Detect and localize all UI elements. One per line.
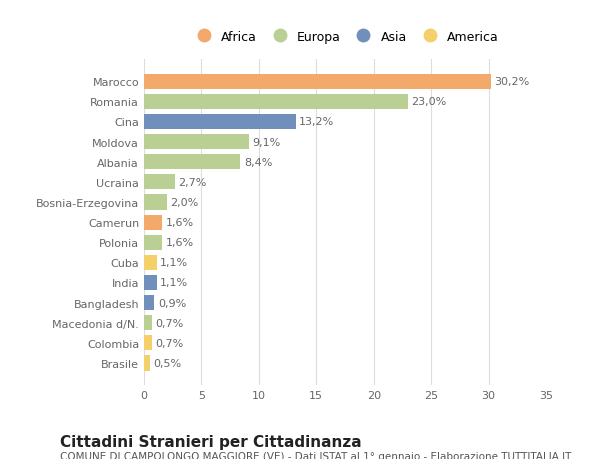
Bar — [144, 296, 154, 310]
Bar — [144, 315, 152, 330]
Bar — [144, 356, 150, 371]
Bar — [144, 275, 157, 291]
Bar — [144, 74, 491, 90]
Text: 0,9%: 0,9% — [158, 298, 186, 308]
Bar — [144, 135, 248, 150]
Text: 0,7%: 0,7% — [155, 318, 184, 328]
Text: 30,2%: 30,2% — [494, 77, 530, 87]
Text: 0,7%: 0,7% — [155, 338, 184, 348]
Text: Cittadini Stranieri per Cittadinanza: Cittadini Stranieri per Cittadinanza — [60, 434, 362, 449]
Bar — [144, 255, 157, 270]
Bar — [144, 155, 241, 170]
Text: 1,6%: 1,6% — [166, 238, 194, 248]
Bar — [144, 235, 163, 250]
Legend: Africa, Europa, Asia, America: Africa, Europa, Asia, America — [187, 27, 503, 47]
Text: 9,1%: 9,1% — [252, 137, 280, 147]
Text: 8,4%: 8,4% — [244, 157, 272, 168]
Bar — [144, 215, 163, 230]
Text: 1,1%: 1,1% — [160, 278, 188, 288]
Bar — [144, 336, 152, 351]
Text: 13,2%: 13,2% — [299, 117, 334, 127]
Text: 1,6%: 1,6% — [166, 218, 194, 228]
Text: 1,1%: 1,1% — [160, 258, 188, 268]
Bar — [144, 95, 408, 110]
Bar — [144, 175, 175, 190]
Bar — [144, 195, 167, 210]
Text: 2,7%: 2,7% — [178, 178, 207, 187]
Text: 23,0%: 23,0% — [412, 97, 447, 107]
Text: 0,5%: 0,5% — [153, 358, 181, 368]
Text: COMUNE DI CAMPOLONGO MAGGIORE (VE) - Dati ISTAT al 1° gennaio - Elaborazione TUT: COMUNE DI CAMPOLONGO MAGGIORE (VE) - Dat… — [60, 451, 571, 459]
Bar — [144, 115, 296, 130]
Text: 2,0%: 2,0% — [170, 197, 199, 207]
